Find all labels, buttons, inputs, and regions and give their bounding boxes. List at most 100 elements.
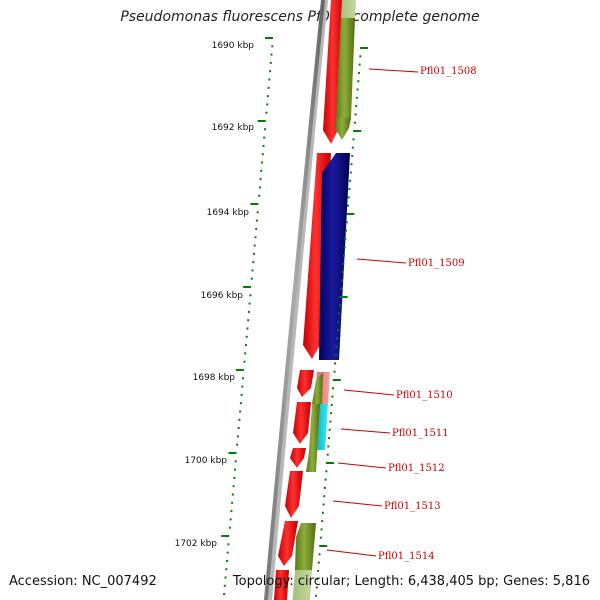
ruler-major-tick — [265, 37, 273, 39]
outer-minor-tick — [332, 387, 335, 390]
ruler-label: 1692 kbp — [212, 123, 255, 133]
ruler-label: 1694 kbp — [207, 208, 250, 218]
ruler-minor-tick — [264, 128, 266, 131]
ruler-minor-tick — [266, 95, 269, 98]
ruler-minor-tick — [234, 460, 237, 463]
outer-minor-tick — [335, 345, 338, 348]
ruler-minor-tick — [259, 178, 262, 181]
ruler-minor-tick — [236, 443, 239, 446]
outer-minor-tick — [354, 113, 357, 116]
gene-feature — [297, 370, 314, 397]
ruler-minor-tick — [265, 111, 268, 114]
ruler-minor-tick — [240, 393, 243, 396]
outer-minor-tick — [356, 88, 359, 91]
ruler-minor-tick — [243, 360, 246, 363]
ruler-minor-tick — [245, 335, 248, 338]
outer-minor-tick — [340, 287, 343, 290]
ruler-minor-tick — [231, 501, 234, 504]
ruler-minor-tick — [270, 53, 273, 56]
ruler-minor-tick — [262, 144, 265, 147]
gene-label: Pfl01_1512 — [388, 463, 445, 474]
outer-minor-tick — [331, 395, 334, 398]
ruler-major-tick — [235, 369, 244, 371]
outer-minor-tick — [315, 594, 318, 597]
map-title: Pseudomonas fluorescens Pf0-1, complete … — [120, 9, 480, 25]
ruler-minor-tick — [253, 252, 255, 255]
outer-ticks — [315, 47, 368, 597]
outer-minor-tick — [323, 495, 326, 498]
ruler-minor-tick — [249, 294, 252, 297]
outer-minor-tick — [321, 511, 324, 514]
gene-feature — [278, 521, 298, 566]
genome-summary-text: Topology: circular; Length: 6,438,405 bp… — [232, 574, 590, 589]
gene-feature — [341, 0, 356, 18]
gene-feature — [295, 523, 316, 570]
gene-feature — [319, 153, 350, 360]
ruler-minor-tick — [223, 584, 226, 587]
outer-minor-tick — [319, 536, 322, 539]
ruler-minor-tick — [268, 78, 271, 81]
ruler-minor-tick — [231, 493, 234, 496]
outer-minor-tick — [325, 470, 328, 473]
outer-minor-tick — [328, 437, 330, 440]
ruler-minor-tick — [238, 418, 241, 421]
ruler-major-tick — [228, 452, 237, 454]
outer-minor-tick — [345, 221, 348, 224]
ruler-minor-tick — [244, 352, 247, 355]
outer-minor-tick — [358, 63, 361, 66]
outer-minor-tick — [329, 420, 332, 423]
ruler-label: 1698 kbp — [193, 373, 236, 383]
ruler-ticks — [221, 37, 274, 596]
outer-minor-tick — [341, 271, 344, 274]
gene-label-leader — [340, 428, 391, 434]
outer-major-tick — [326, 462, 334, 464]
outer-minor-tick — [347, 196, 350, 199]
ruler-minor-tick — [251, 269, 254, 272]
ruler-minor-tick — [234, 468, 236, 471]
outer-minor-tick — [330, 403, 333, 406]
ruler-label: 1700 kbp — [185, 456, 228, 466]
gene-feature — [290, 448, 306, 468]
ruler-minor-tick — [247, 319, 250, 322]
outer-minor-tick — [328, 428, 331, 431]
ruler-minor-tick — [271, 45, 274, 48]
outer-major-tick — [360, 47, 368, 49]
ruler-major-tick — [243, 286, 252, 288]
outer-minor-tick — [358, 71, 360, 74]
outer-minor-tick — [321, 520, 324, 523]
ruler-minor-tick — [255, 219, 258, 222]
ruler-minor-tick — [269, 61, 272, 64]
ruler-label: 1696 kbp — [201, 291, 244, 301]
ruler-minor-tick — [245, 344, 247, 347]
outer-minor-tick — [351, 146, 354, 149]
outer-minor-tick — [349, 179, 352, 182]
ruler-label: 1702 kbp — [175, 539, 218, 549]
gene-label-leader — [326, 549, 377, 557]
gene-feature — [335, 118, 351, 140]
outer-minor-tick — [324, 478, 327, 481]
gene-feature — [293, 402, 311, 444]
ruler-minor-tick — [263, 136, 266, 139]
ruler-minor-tick — [236, 435, 239, 438]
ruler-minor-tick — [254, 236, 257, 239]
backbone-line — [264, 0, 325, 600]
outer-minor-tick — [327, 445, 330, 448]
outer-minor-tick — [353, 121, 356, 124]
ruler-minor-tick — [250, 277, 253, 280]
ruler-minor-tick — [253, 244, 256, 247]
outer-minor-tick — [355, 105, 358, 108]
gene-label: Pfl01_1508 — [420, 66, 477, 77]
ruler-minor-tick — [223, 593, 226, 596]
outer-minor-tick — [344, 237, 347, 240]
gene-feature — [274, 570, 289, 600]
outer-minor-tick — [322, 503, 325, 506]
ruler-minor-tick — [226, 559, 228, 562]
outer-minor-tick — [333, 370, 336, 373]
outer-minor-tick — [338, 312, 341, 315]
ruler-minor-tick — [258, 194, 261, 197]
ruler-minor-tick — [248, 302, 251, 305]
outer-minor-tick — [349, 171, 352, 174]
ruler-minor-tick — [239, 410, 242, 413]
gene-label: Pfl01_1511 — [392, 428, 449, 439]
